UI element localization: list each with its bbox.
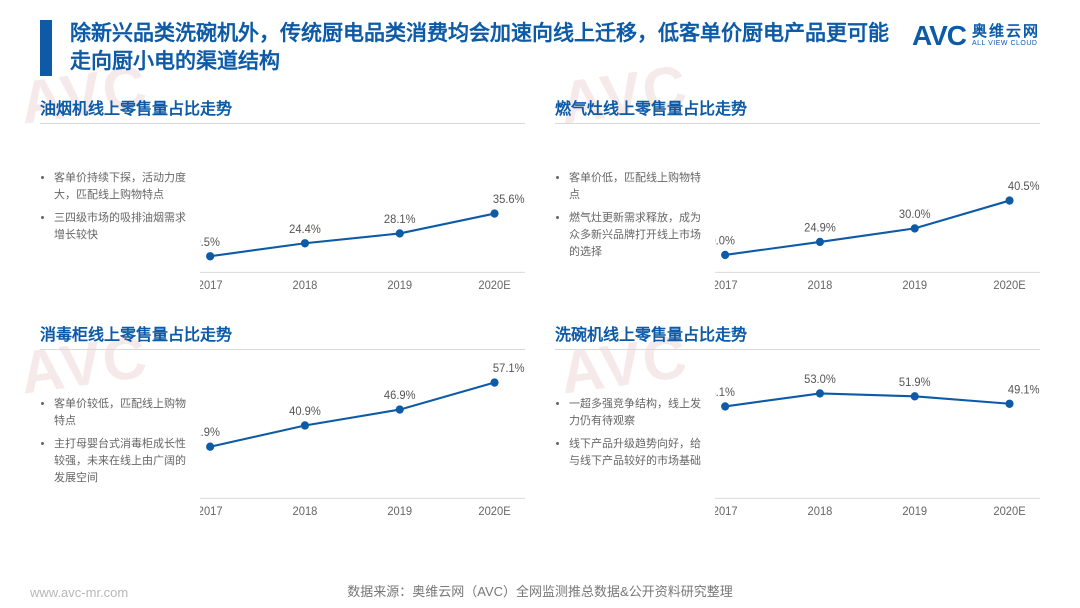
svg-text:2017: 2017 xyxy=(200,506,223,518)
line-chart: 20.0% 24.9% 30.0% 40.5% 2017 2018 2019 2020E xyxy=(715,130,1040,298)
svg-text:2019: 2019 xyxy=(387,506,412,518)
chart-bullets: 客单价低，匹配线上购物特点燃气灶更新需求释放，成为众多新兴品牌打开线上市场的选择 xyxy=(555,130,715,298)
svg-text:2019: 2019 xyxy=(902,280,927,292)
logo-en: ALL VIEW CLOUD xyxy=(972,40,1040,48)
bullet-item: 客单价持续下探，活动力度大，匹配线上购物特点 xyxy=(54,170,190,204)
svg-text:24.9%: 24.9% xyxy=(804,222,836,234)
chart-title: 消毒柜线上零售量占比走势 xyxy=(40,315,525,350)
logo-cn: 奥维云网 xyxy=(972,24,1040,41)
svg-text:2020E: 2020E xyxy=(993,506,1026,518)
svg-text:48.1%: 48.1% xyxy=(715,387,735,399)
chart-title: 燃气灶线上零售量占比走势 xyxy=(555,89,1040,124)
svg-text:24.4%: 24.4% xyxy=(289,223,321,235)
svg-text:2019: 2019 xyxy=(902,506,927,518)
svg-text:30.0%: 30.0% xyxy=(899,208,931,220)
title-accent-bar xyxy=(40,20,52,76)
svg-text:40.9%: 40.9% xyxy=(289,406,321,418)
chart-panel: 洗碗机线上零售量占比走势一超多强竞争结构，线上发力仍有待观察线下产品升级趋势向好… xyxy=(555,315,1040,524)
svg-text:20.0%: 20.0% xyxy=(715,235,735,247)
svg-text:46.9%: 46.9% xyxy=(384,390,416,402)
page-title: 除新兴品类洗碗机外，传统厨电品类消费均会加速向线上迁移，低客单价厨电产品更可能走… xyxy=(70,20,892,77)
svg-text:2020E: 2020E xyxy=(478,506,511,518)
chart-bullets: 一超多强竞争结构，线上发力仍有待观察线下产品升级趋势向好，给与线下产品较好的市场… xyxy=(555,356,715,524)
svg-text:2020E: 2020E xyxy=(993,280,1026,292)
svg-text:40.5%: 40.5% xyxy=(1008,181,1040,193)
svg-text:51.9%: 51.9% xyxy=(899,377,931,389)
svg-text:28.1%: 28.1% xyxy=(384,214,416,226)
svg-text:32.9%: 32.9% xyxy=(200,427,220,439)
chart-grid: 油烟机线上零售量占比走势客单价持续下探，活动力度大，匹配线上购物特点三四级市场的… xyxy=(0,89,1080,524)
bullet-item: 燃气灶更新需求释放，成为众多新兴品牌打开线上市场的选择 xyxy=(569,210,705,261)
chart-bullets: 客单价较低，匹配线上购物特点主打母婴台式消毒柜成长性较强，未来在线上由广阔的发展… xyxy=(40,356,200,524)
svg-text:49.1%: 49.1% xyxy=(1008,384,1040,396)
svg-text:2017: 2017 xyxy=(200,280,223,292)
chart-title: 洗碗机线上零售量占比走势 xyxy=(555,315,1040,350)
svg-text:2017: 2017 xyxy=(715,280,738,292)
bullet-item: 三四级市场的吸排油烟需求增长较快 xyxy=(54,210,190,244)
svg-text:53.0%: 53.0% xyxy=(804,374,836,386)
logo-mark: AVC xyxy=(912,20,966,52)
svg-text:2018: 2018 xyxy=(808,280,833,292)
bullet-item: 客单价低，匹配线上购物特点 xyxy=(569,170,705,204)
bullet-item: 客单价较低，匹配线上购物特点 xyxy=(54,396,190,430)
chart-panel: 油烟机线上零售量占比走势客单价持续下探，活动力度大，匹配线上购物特点三四级市场的… xyxy=(40,89,525,298)
chart-bullets: 客单价持续下探，活动力度大，匹配线上购物特点三四级市场的吸排油烟需求增长较快 xyxy=(40,130,200,298)
svg-text:57.1%: 57.1% xyxy=(493,363,525,375)
line-chart: 48.1% 53.0% 51.9% 49.1% 2017 2018 2019 2020E xyxy=(715,356,1040,524)
svg-text:2018: 2018 xyxy=(293,280,318,292)
line-chart: 19.5% 24.4% 28.1% 35.6% 2017 2018 2019 2020E xyxy=(200,130,525,298)
svg-text:2019: 2019 xyxy=(387,280,412,292)
bullet-item: 主打母婴台式消毒柜成长性较强，未来在线上由广阔的发展空间 xyxy=(54,436,190,487)
brand-logo: AVC 奥维云网 ALL VIEW CLOUD xyxy=(912,20,1040,52)
chart-title: 油烟机线上零售量占比走势 xyxy=(40,89,525,124)
data-source-footer: 数据来源：奥维云网（AVC）全网监测推总数据&公开资料研究整理 xyxy=(0,581,1080,600)
svg-text:2017: 2017 xyxy=(715,506,738,518)
svg-text:19.5%: 19.5% xyxy=(200,236,220,248)
bullet-item: 线下产品升级趋势向好，给与线下产品较好的市场基础 xyxy=(569,436,705,470)
svg-text:35.6%: 35.6% xyxy=(493,194,525,206)
line-chart: 32.9% 40.9% 46.9% 57.1% 2017 2018 2019 2020E xyxy=(200,356,525,524)
svg-text:2018: 2018 xyxy=(293,506,318,518)
header: 除新兴品类洗碗机外，传统厨电品类消费均会加速向线上迁移，低客单价厨电产品更可能走… xyxy=(0,0,1080,89)
svg-text:2018: 2018 xyxy=(808,506,833,518)
chart-panel: 消毒柜线上零售量占比走势客单价较低，匹配线上购物特点主打母婴台式消毒柜成长性较强… xyxy=(40,315,525,524)
bullet-item: 一超多强竞争结构，线上发力仍有待观察 xyxy=(569,396,705,430)
chart-panel: 燃气灶线上零售量占比走势客单价低，匹配线上购物特点燃气灶更新需求释放，成为众多新… xyxy=(555,89,1040,298)
svg-text:2020E: 2020E xyxy=(478,280,511,292)
